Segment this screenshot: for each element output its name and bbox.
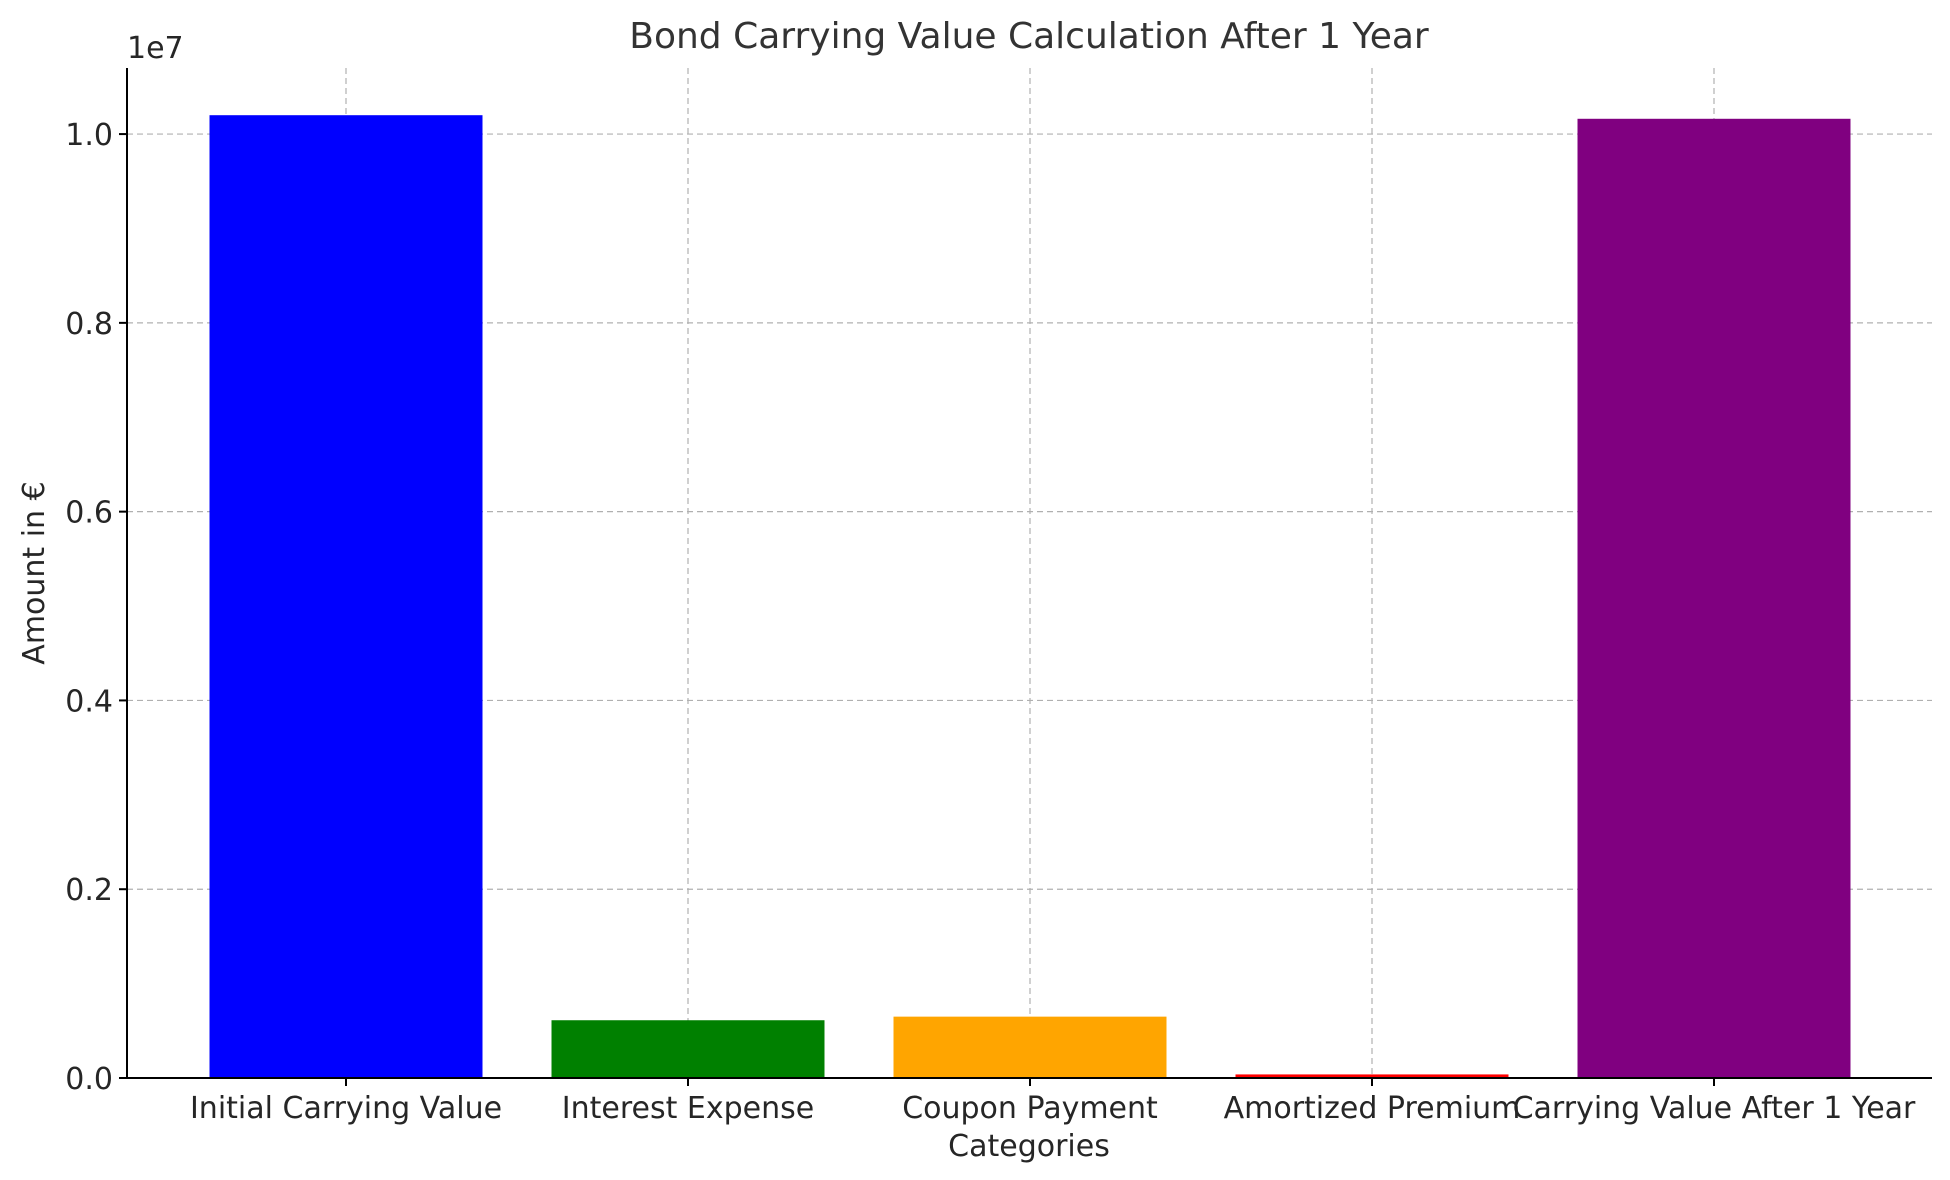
y-axis-title: Amount in € (17, 481, 52, 664)
y-tick-label: 0.6 (65, 496, 113, 531)
x-axis-title: Categories (948, 1129, 1110, 1164)
y-tick-label: 0.4 (65, 684, 113, 719)
y-tick-label: 0.8 (65, 307, 113, 342)
y-axis-offset-label: 1e7 (127, 31, 184, 66)
bars (209, 115, 1851, 1078)
y-tick-label: 0.2 (65, 873, 113, 908)
y-ticks: 0.0 0.2 0.4 0.6 0.8 1.0 (65, 118, 127, 1097)
y-tick-label: 0.0 (65, 1062, 113, 1097)
chart-title: Bond Carrying Value Calculation After 1 … (629, 16, 1429, 57)
bar (1235, 1074, 1509, 1078)
bar (551, 1020, 825, 1078)
x-ticks: Initial Carrying Value Interest Expense Co… (190, 1078, 1916, 1126)
x-tick-label: Amortized Premium (1224, 1091, 1521, 1126)
x-tick-label: Initial Carrying Value (190, 1091, 502, 1126)
y-tick-label: 1.0 (65, 118, 113, 153)
x-tick-label: Coupon Payment (902, 1091, 1158, 1126)
bar (893, 1016, 1167, 1078)
bar (1577, 118, 1851, 1078)
x-tick-label: Carrying Value After 1 Year (1513, 1091, 1916, 1126)
x-tick-label: Interest Expense (562, 1091, 814, 1126)
bar (209, 115, 483, 1078)
